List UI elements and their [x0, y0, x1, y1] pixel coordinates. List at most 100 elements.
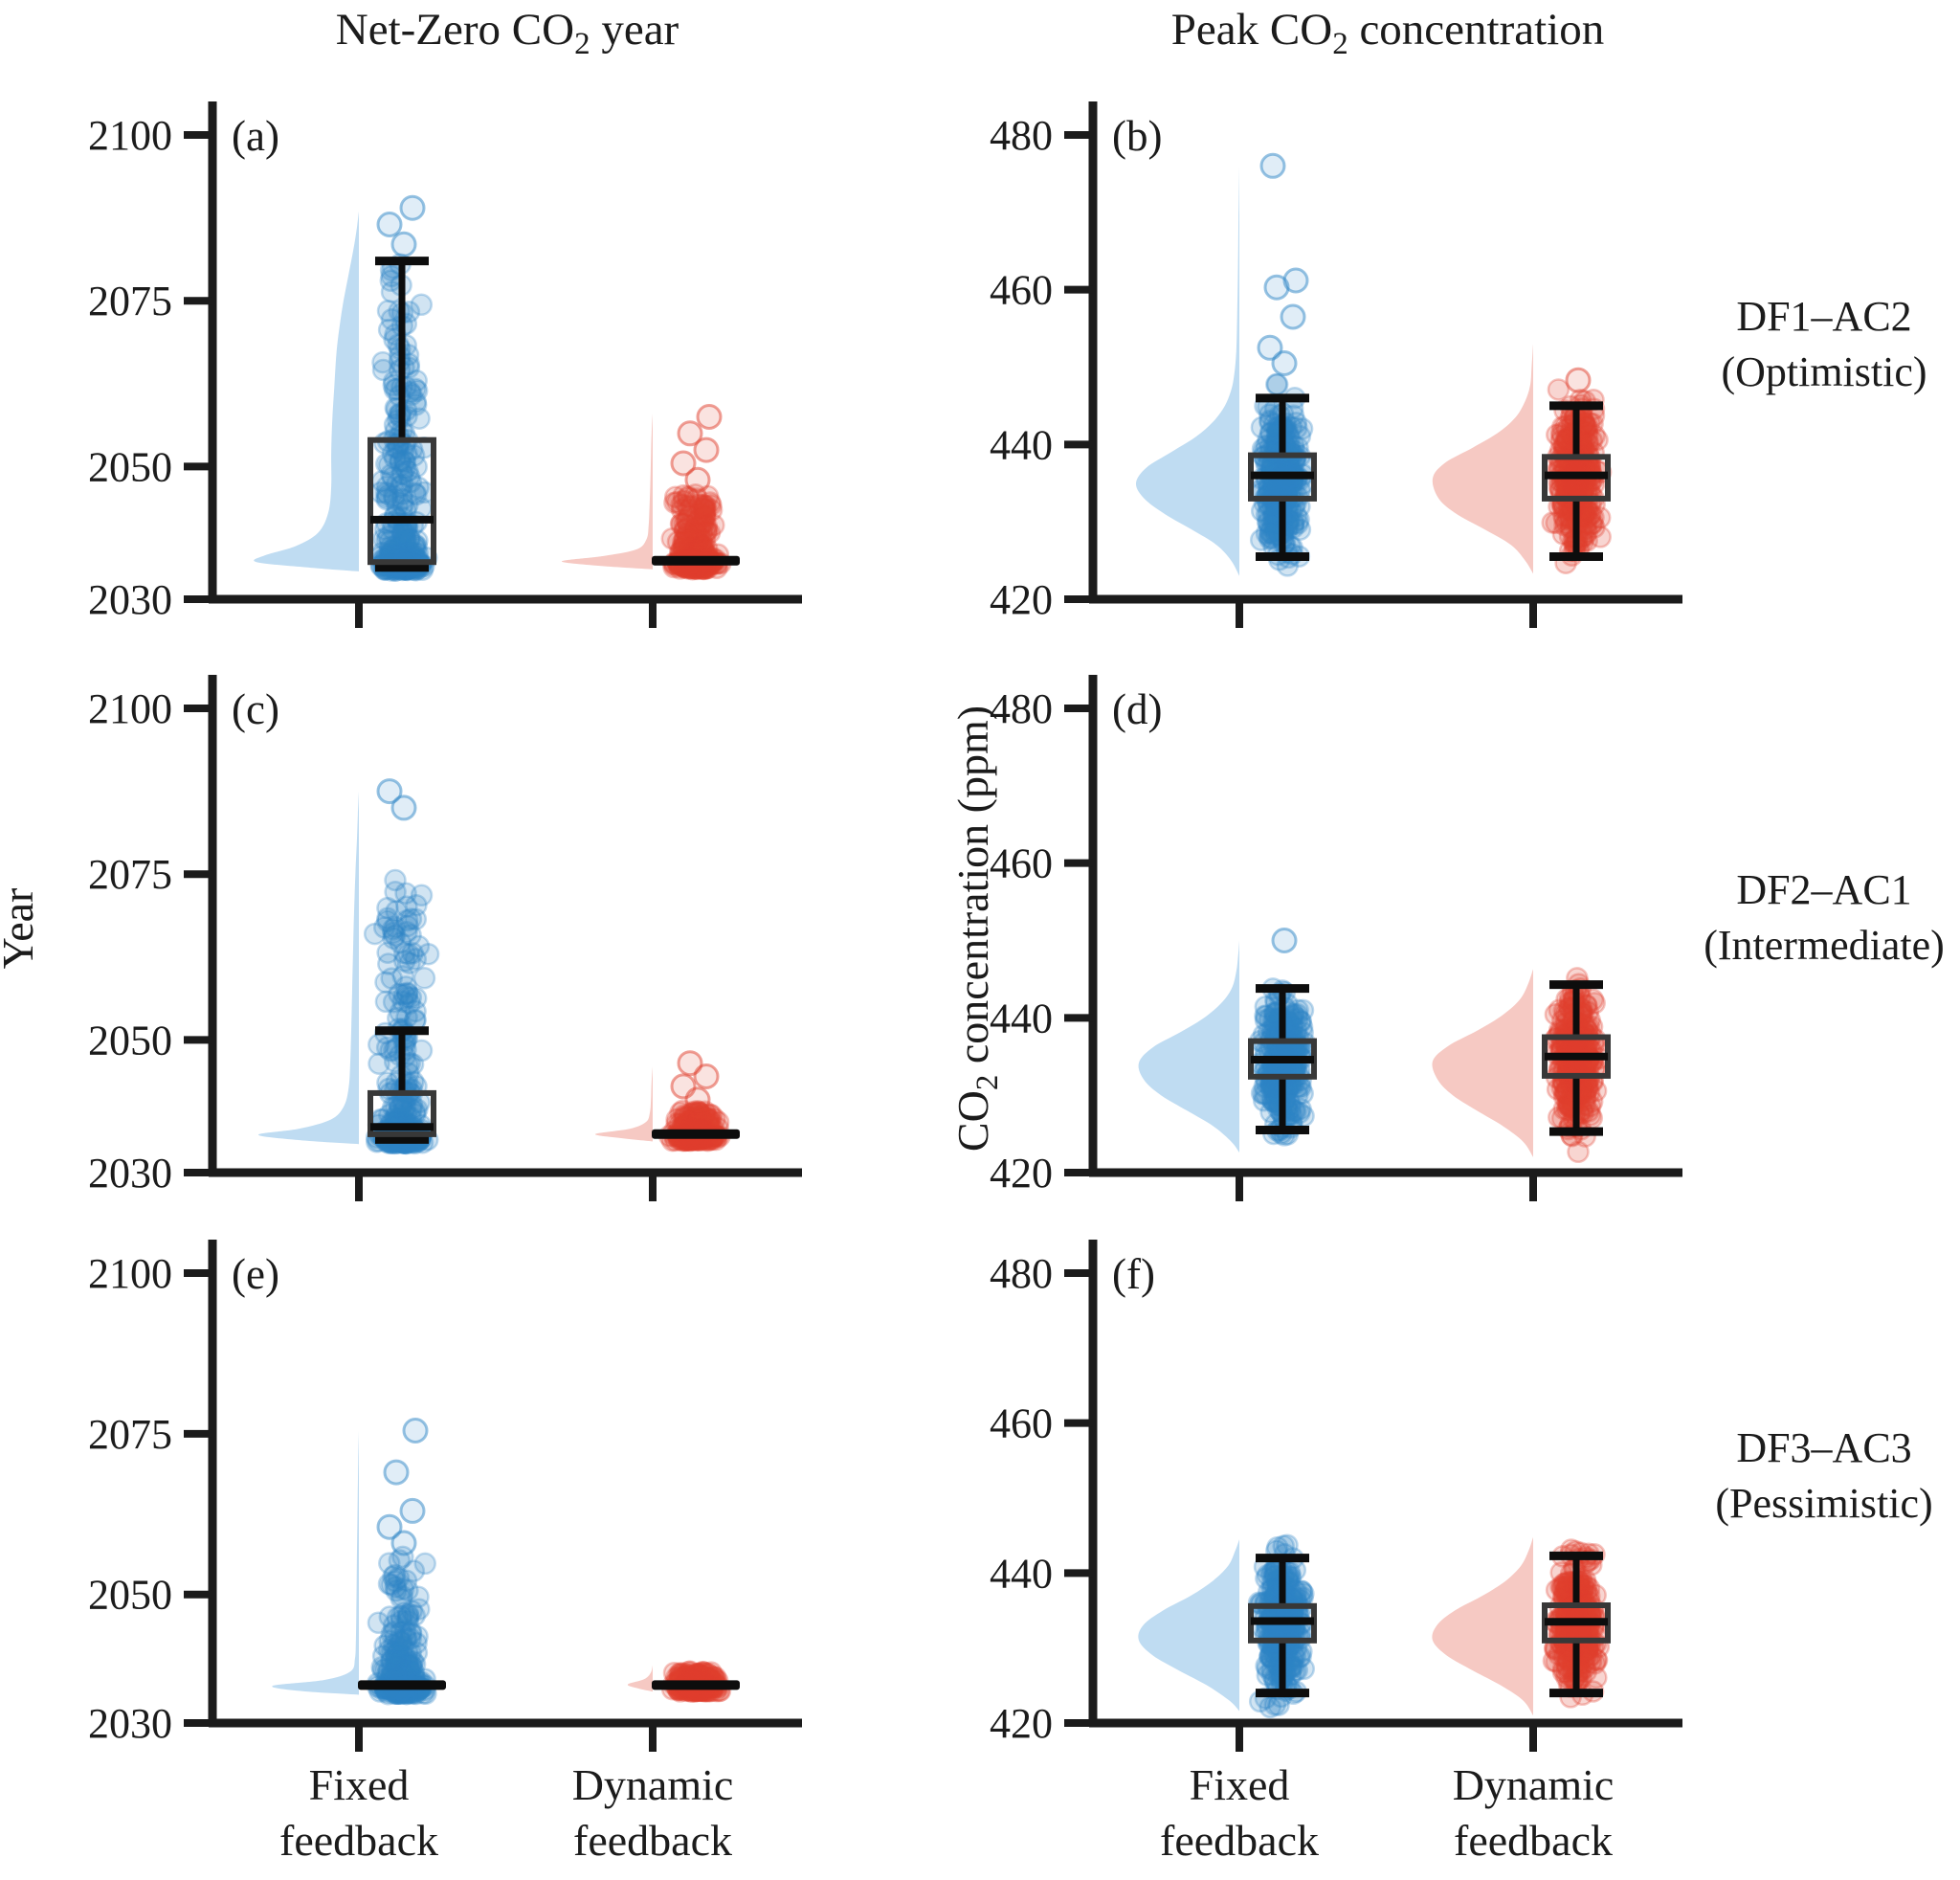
panel-d: 420 440 460 480 (d) DF2–AC1 (Intermediate): [990, 675, 1945, 1201]
panel-letter: (c): [232, 685, 279, 733]
data-point: [405, 379, 429, 403]
violin-fixed: [272, 1430, 359, 1695]
data-point: [686, 529, 709, 552]
row-label-line1: DF2–AC1: [1736, 866, 1911, 913]
y-tick-label: 440: [990, 995, 1053, 1041]
data-point: [1256, 1656, 1280, 1680]
data-point: [393, 527, 416, 551]
data-point: [397, 527, 421, 551]
data-point: [396, 459, 419, 482]
violin-dynamic: [594, 1066, 653, 1142]
data-point: [679, 495, 703, 518]
data-point: [406, 529, 429, 552]
y-tick-label: 2100: [88, 112, 172, 159]
box: [368, 436, 436, 566]
outlier-point: [376, 1513, 403, 1540]
data-point: [392, 532, 415, 555]
panel-letter: (b): [1112, 112, 1162, 160]
violin-dynamic: [1432, 969, 1533, 1157]
data-point: [683, 532, 706, 555]
data-point: [403, 481, 427, 504]
data-point: [402, 444, 426, 467]
outlier-point: [390, 231, 417, 257]
category-label-line2: feedback: [279, 1816, 438, 1865]
panel-b: 420 440 460 480 (b) DF1–AC2 (Optimistic): [990, 101, 1927, 628]
data-point: [375, 475, 399, 498]
data-point: [395, 982, 419, 1006]
panel-letter: (d): [1112, 685, 1162, 733]
data-point: [381, 442, 405, 465]
category-label-line1: Dynamic: [1453, 1760, 1615, 1809]
data-point: [695, 520, 719, 544]
y-tick-label: 460: [990, 840, 1053, 887]
violin-dynamic: [562, 414, 653, 570]
data-point: [410, 293, 434, 317]
data-point: [389, 449, 412, 472]
data-point: [397, 465, 421, 488]
data-point: [386, 536, 410, 560]
median-line: [652, 1129, 740, 1139]
data-point: [375, 485, 398, 509]
data-point: [386, 472, 409, 496]
data-point: [677, 507, 700, 530]
y-tick-label: 2100: [88, 685, 172, 732]
data-point: [393, 532, 417, 555]
data-point: [700, 499, 724, 522]
data-point: [383, 487, 406, 510]
data-point: [673, 519, 697, 542]
left-column-title: Net-Zero CO2 year: [336, 5, 679, 61]
data-point: [391, 473, 414, 496]
panel-letter: (f): [1112, 1250, 1155, 1298]
panel-e: 2030 2050 2075 2100 (e) Fixed feedback Dynamic f…: [88, 1240, 802, 1865]
data-point: [691, 496, 715, 520]
y-tick-label: 2050: [88, 1017, 172, 1063]
data-point: [1554, 1578, 1577, 1602]
outlier-point: [383, 1459, 410, 1486]
data-point: [390, 534, 412, 557]
right-column-title: Peak CO2 concentration: [1171, 5, 1604, 61]
row-label-line1: DF1–AC2: [1736, 293, 1911, 340]
data-point: [394, 1628, 418, 1651]
data-point: [693, 494, 717, 518]
y-tick-label: 480: [990, 112, 1053, 159]
data-point: [392, 449, 416, 473]
category-label-line1: Fixed: [309, 1760, 410, 1809]
data-point: [375, 452, 398, 476]
violin-dynamic: [1432, 344, 1533, 574]
y-tick-label: 2075: [88, 278, 172, 325]
data-point: [376, 300, 400, 323]
data-point: [376, 1071, 399, 1094]
data-point: [403, 537, 427, 560]
panels-group: 2030 2050 2075 2100 (a) 420 440 460 480 (b) DF1–AC…: [88, 101, 1945, 1865]
data-point: [384, 881, 407, 904]
category-label-line2: feedback: [1454, 1816, 1613, 1865]
data-point: [393, 528, 416, 551]
data-point: [377, 952, 400, 975]
data-point: [405, 369, 428, 392]
y-axis-label-co2-ppm: CO2 concentration (ppm): [948, 705, 1005, 1152]
panel-f: 420 440 460 480 (f) Fixed feedback Dynamic feedb…: [990, 1240, 1933, 1865]
data-point: [390, 482, 414, 505]
y-tick-label: 420: [990, 576, 1053, 623]
category-label-line1: Dynamic: [572, 1760, 734, 1809]
outlier-point: [1259, 152, 1286, 179]
data-point: [381, 465, 405, 489]
panel-letter: (e): [232, 1250, 279, 1298]
data-point: [375, 481, 398, 504]
y-tick-label: 2075: [88, 851, 172, 898]
data-point: [408, 407, 431, 430]
row-label-line1: DF3–AC3: [1736, 1424, 1911, 1471]
outlier-point: [402, 1418, 429, 1444]
median-line: [652, 555, 740, 566]
data-point: [395, 921, 418, 944]
category-label-line2: feedback: [1160, 1816, 1319, 1865]
y-tick-label: 2030: [88, 1150, 172, 1197]
data-point: [676, 522, 699, 545]
data-point: [390, 461, 413, 485]
outlier-point: [1280, 303, 1306, 330]
data-point: [383, 447, 407, 470]
outlier-point: [399, 1497, 426, 1524]
y-tick-label: 440: [990, 1550, 1053, 1597]
